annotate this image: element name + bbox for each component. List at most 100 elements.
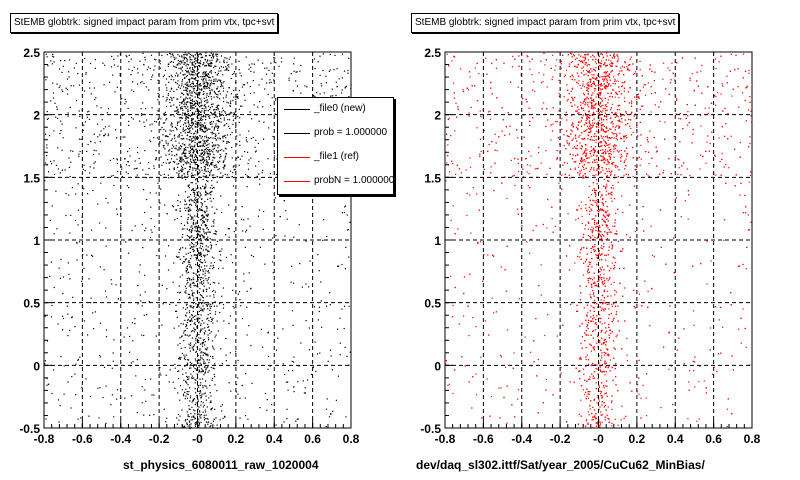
scatter-point: [191, 91, 193, 93]
scatter-point: [195, 342, 197, 344]
scatter-point: [126, 56, 128, 58]
scatter-point: [195, 155, 197, 157]
scatter-point: [159, 60, 161, 62]
scatter-point: [188, 128, 190, 130]
scatter-point: [175, 145, 177, 147]
scatter-point: [212, 159, 214, 161]
scatter-point: [330, 95, 332, 97]
scatter-point: [209, 173, 211, 175]
scatter-point: [185, 419, 187, 421]
scatter-point: [202, 270, 204, 273]
scatter-point: [145, 400, 147, 402]
scatter-point: [197, 146, 200, 148]
scatter-point: [258, 160, 260, 163]
scatter-point: [197, 230, 199, 232]
scatter-point: [208, 320, 210, 322]
scatter-point: [212, 137, 214, 139]
scatter-point: [150, 141, 152, 143]
scatter-point: [191, 377, 193, 379]
scatter-point: [191, 199, 193, 201]
scatter-point: [231, 176, 233, 178]
scatter-point: [141, 81, 143, 83]
scatter-point: [45, 133, 47, 135]
scatter-point: [182, 74, 184, 76]
scatter-point: [204, 73, 206, 75]
scatter-point: [245, 173, 247, 175]
scatter-point: [160, 128, 162, 131]
scatter-point: [77, 359, 79, 361]
scatter-point: [192, 77, 194, 79]
scatter-point: [218, 90, 221, 92]
scatter-point: [195, 168, 197, 170]
scatter-point: [176, 172, 178, 174]
scatter-point: [317, 254, 319, 256]
scatter-point: [200, 54, 203, 56]
scatter-point: [192, 122, 195, 124]
scatter-point: [187, 319, 189, 321]
scatter-point: [197, 209, 200, 211]
scatter-point: [125, 101, 127, 103]
scatter-point: [288, 77, 290, 79]
scatter-point: [148, 301, 150, 303]
scatter-point: [202, 411, 204, 413]
scatter-point: [183, 62, 185, 64]
scatter-point: [135, 168, 137, 170]
scatter-point: [189, 194, 192, 196]
scatter-point: [77, 183, 79, 185]
scatter-point: [203, 308, 205, 310]
scatter-point: [200, 363, 202, 365]
scatter-point: [204, 128, 206, 130]
scatter-point: [184, 398, 186, 400]
scatter-point: [185, 89, 187, 91]
scatter-point: [51, 205, 53, 207]
scatter-point: [219, 115, 221, 117]
scatter-point: [162, 76, 164, 78]
scatter-point: [160, 174, 162, 176]
scatter-point: [201, 342, 203, 344]
scatter-point: [202, 217, 204, 219]
scatter-point: [206, 85, 208, 87]
scatter-point: [199, 318, 201, 320]
scatter-point: [176, 417, 178, 419]
scatter-point: [214, 109, 216, 111]
scatter-point: [179, 385, 182, 387]
scatter-point: [254, 151, 257, 153]
scatter-point: [171, 138, 173, 140]
scatter-point: [195, 78, 197, 80]
scatter-point: [209, 123, 212, 125]
scatter-point: [192, 281, 195, 283]
scatter-point: [224, 134, 226, 137]
scatter-point: [186, 362, 189, 364]
scatter-point: [62, 91, 64, 93]
scatter-point: [247, 151, 249, 153]
scatter-point: [188, 378, 190, 380]
scatter-point: [222, 74, 224, 76]
scatter-point: [164, 69, 167, 71]
scatter-point: [92, 189, 94, 192]
scatter-point: [49, 219, 51, 221]
scatter-point: [223, 60, 225, 63]
scatter-point: [213, 368, 215, 370]
scatter-point: [216, 390, 218, 392]
scatter-point: [329, 349, 332, 351]
scatter-point: [268, 127, 270, 129]
scatter-point: [174, 387, 176, 389]
scatter-point: [199, 370, 201, 372]
scatter-point: [188, 196, 190, 198]
scatter-point: [216, 240, 219, 242]
scatter-point: [214, 384, 216, 386]
scatter-point: [186, 418, 189, 420]
scatter-point: [222, 87, 225, 89]
scatter-point: [191, 229, 193, 231]
scatter-point: [208, 54, 210, 56]
scatter-point: [235, 351, 237, 353]
scatter-point: [200, 414, 202, 416]
scatter-point: [305, 320, 307, 322]
scatter-point: [187, 120, 189, 122]
scatter-point: [176, 217, 178, 220]
scatter-point: [207, 198, 209, 200]
scatter-point: [217, 151, 219, 153]
scatter-point: [175, 148, 177, 150]
scatter-point: [210, 244, 212, 246]
scatter-point: [238, 69, 240, 71]
